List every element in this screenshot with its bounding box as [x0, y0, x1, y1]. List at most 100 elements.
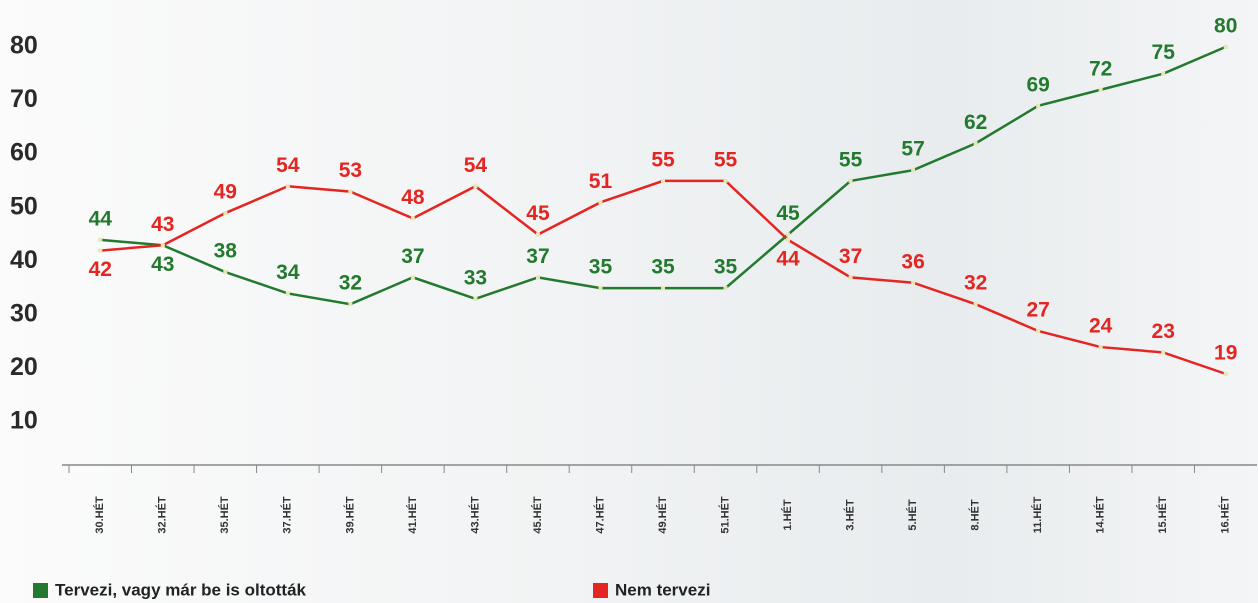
point: [1224, 45, 1228, 49]
x-tick-label: 45.HÉT: [531, 496, 544, 534]
x-tick-label: 49.HÉT: [656, 496, 669, 534]
y-tick-label: 50: [10, 192, 38, 220]
data-label: 57: [901, 138, 924, 161]
x-tick-label: 32.HÉT: [156, 496, 169, 534]
point: [598, 200, 602, 204]
point: [348, 190, 352, 194]
data-label: 38: [214, 240, 238, 263]
x-tick-label: 41.HÉT: [406, 496, 419, 534]
data-label: 44: [776, 247, 800, 270]
point: [786, 233, 790, 237]
data-label: 36: [901, 250, 924, 273]
legend-label: Tervezi, vagy már be is oltották: [55, 580, 307, 599]
y-tick-label: 10: [10, 407, 38, 435]
x-tick-label: 11.HÉT: [1031, 496, 1044, 533]
data-label: 54: [276, 154, 300, 177]
point: [1099, 345, 1103, 349]
data-label: 53: [339, 159, 362, 182]
x-tick-label: 51.HÉT: [718, 496, 731, 534]
data-label: 32: [964, 272, 987, 295]
data-label: 37: [526, 245, 549, 268]
point: [286, 184, 290, 188]
point: [786, 238, 790, 242]
y-tick-label: 70: [10, 85, 38, 113]
data-label: 51: [589, 170, 613, 193]
data-label: 33: [464, 266, 487, 289]
point: [724, 179, 728, 183]
y-tick-label: 80: [10, 31, 38, 59]
data-label: 75: [1152, 41, 1176, 64]
point: [98, 238, 102, 242]
point: [1099, 88, 1103, 92]
x-tick-label: 1.HÉT: [781, 499, 794, 530]
data-label: 55: [839, 148, 863, 171]
point: [1224, 372, 1228, 376]
point: [724, 286, 728, 290]
x-tick-label: 47.HÉT: [593, 496, 606, 534]
point: [473, 297, 477, 301]
point: [1036, 104, 1040, 108]
data-label: 69: [1026, 73, 1049, 96]
point: [1161, 350, 1165, 354]
x-tick-label: 8.HÉT: [969, 499, 982, 530]
data-label: 55: [651, 148, 675, 171]
data-label: 32: [339, 272, 362, 295]
data-label: 35: [714, 256, 738, 279]
x-tick-label: 15.HÉT: [1156, 496, 1169, 534]
point: [598, 286, 602, 290]
y-tick-label: 20: [10, 353, 38, 381]
y-tick-label: 60: [10, 139, 38, 167]
legend-label: Nem tervezi: [615, 580, 710, 599]
x-tick-label: 5.HÉT: [906, 499, 919, 530]
data-label: 43: [151, 253, 174, 276]
x-tick-label: 3.HÉT: [843, 499, 856, 530]
y-tick-label: 40: [10, 246, 38, 274]
data-label: 24: [1089, 315, 1113, 338]
data-label: 43: [151, 213, 174, 236]
point: [1161, 72, 1165, 76]
y-tick-label: 30: [10, 300, 38, 328]
point: [661, 179, 665, 183]
point: [411, 275, 415, 279]
point: [411, 216, 415, 220]
point: [348, 302, 352, 306]
point: [1036, 329, 1040, 333]
data-label: 37: [839, 245, 862, 268]
point: [161, 243, 165, 247]
point: [536, 275, 540, 279]
x-tick-label: 30.HÉT: [93, 496, 106, 534]
x-tick-label: 37.HÉT: [281, 496, 294, 534]
data-label: 54: [464, 154, 488, 177]
point: [661, 286, 665, 290]
data-label: 72: [1089, 57, 1112, 80]
data-label: 45: [776, 202, 800, 225]
point: [286, 291, 290, 295]
data-label: 55: [714, 148, 738, 171]
point: [473, 184, 477, 188]
x-tick-label: 35.HÉT: [218, 496, 231, 534]
x-tick-label: 39.HÉT: [343, 496, 356, 534]
x-tick-label: 43.HÉT: [468, 496, 481, 534]
data-label: 44: [89, 207, 113, 230]
point: [849, 275, 853, 279]
data-label: 45: [526, 202, 550, 225]
data-label: 27: [1026, 299, 1049, 322]
data-label: 37: [401, 245, 424, 268]
point: [98, 249, 102, 253]
point: [974, 302, 978, 306]
point: [849, 179, 853, 183]
data-label: 23: [1152, 320, 1175, 343]
data-label: 35: [651, 256, 675, 279]
point: [974, 141, 978, 145]
data-label: 48: [401, 186, 425, 209]
point: [223, 211, 227, 215]
point: [911, 281, 915, 285]
chart: 10 20 30 40 50 60 70 80 30.HÉT 32.HÉT 35.HÉT 37.HÉT…: [0, 0, 1258, 603]
x-tick-label: 14.HÉT: [1094, 496, 1107, 534]
data-label: 19: [1214, 341, 1237, 364]
legend-swatch: [593, 583, 608, 598]
data-label: 34: [276, 261, 300, 284]
x-tick-label: 16.HÉT: [1219, 496, 1232, 534]
point: [223, 270, 227, 274]
point: [536, 233, 540, 237]
